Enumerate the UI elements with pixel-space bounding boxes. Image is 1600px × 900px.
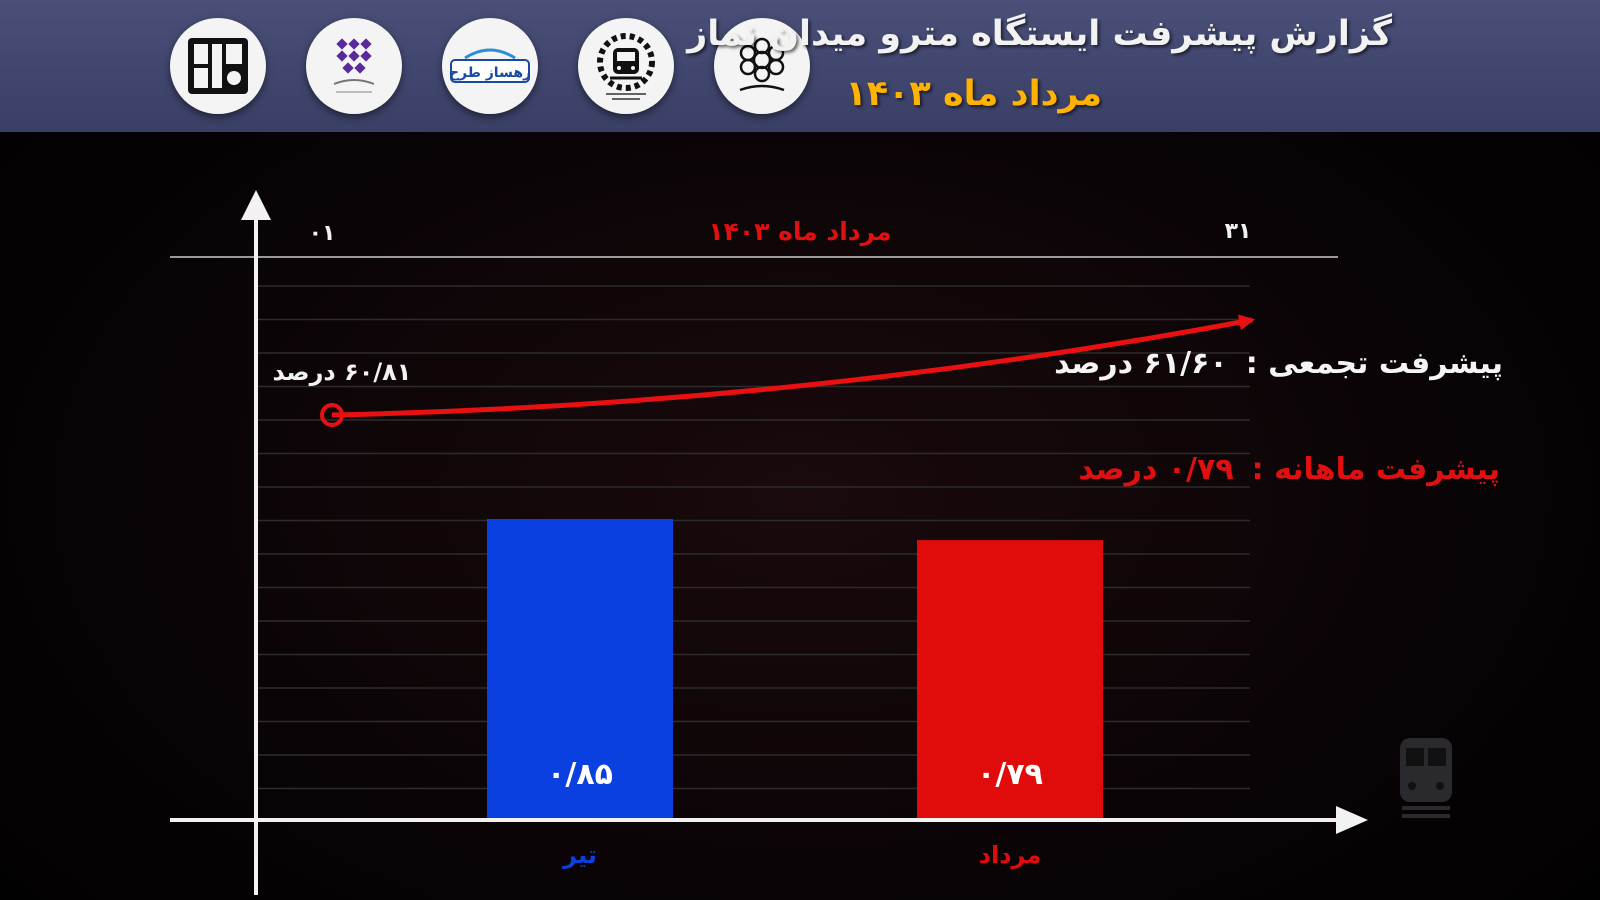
purple-dots-logo-icon: [306, 18, 402, 114]
cumulative-progress: پیشرفت تجمعی : ۶۱/۶۰ درصد: [1054, 346, 1503, 381]
bars: ۰/۸۵ تیر ۰/۷۹ مرداد: [487, 519, 1103, 869]
page-title: گزارش پیشرفت ایستگاه مترو میدان نماز: [687, 14, 1392, 54]
category-label: مرداد: [979, 841, 1042, 869]
cumulative-progress-value: ۶۱/۶۰ درصد: [1054, 346, 1228, 381]
page-subtitle: مرداد ماه ۱۴۰۳: [845, 74, 1102, 114]
rahsaz-tarh-logo-text: رهساز طرح: [449, 65, 531, 81]
rahsaz-tarh-logo-icon: رهساز طرح: [442, 18, 538, 114]
monthly-progress-label: پیشرفت ماهانه :: [1251, 452, 1500, 487]
progress-chart: ۰۱ ۳۱ مرداد ماه ۱۴۰۳ ۶۰/۸۱ درصد ۰/۸۵تیر۰…: [170, 190, 1368, 895]
y-axis-arrowhead: [241, 190, 271, 220]
timeline-end-label: ۳۱: [1225, 219, 1252, 244]
category-label: تیر: [562, 841, 597, 869]
train-organization-logo-icon: [578, 18, 674, 114]
cumulative-progress-label: پیشرفت تجمعی :: [1245, 346, 1503, 381]
cumulative-start-marker: [320, 403, 344, 427]
bar-2: [917, 540, 1103, 818]
islamshahr-municipality-logo-icon: [714, 18, 810, 114]
monthly-progress-value: ۰/۷۹ درصد: [1078, 452, 1234, 487]
cumulative-start-value-label: ۶۰/۸۱ درصد: [273, 358, 412, 386]
monthly-progress: پیشرفت ماهانه : ۰/۷۹ درصد: [1078, 452, 1500, 487]
metro-logo-icon: [170, 18, 266, 114]
train-icon: [1400, 738, 1452, 818]
x-axis-arrowhead: [1336, 806, 1368, 834]
bar-value-label: ۰/۸۵: [547, 757, 613, 792]
timeline-start-label: ۰۱: [309, 221, 336, 246]
bar-1: [487, 519, 673, 818]
header-bar: رهساز طرح گزارش پی: [0, 0, 1600, 132]
cumulative-progress-curve: [331, 314, 1256, 418]
bar-value-label: ۰/۷۹: [977, 757, 1043, 792]
timeline-label: مرداد ماه ۱۴۰۳: [708, 217, 891, 247]
